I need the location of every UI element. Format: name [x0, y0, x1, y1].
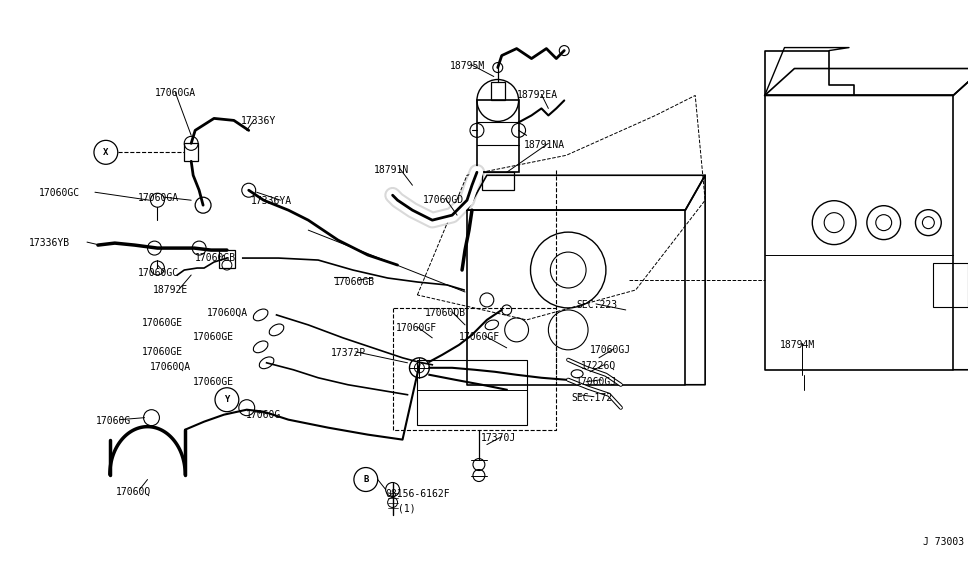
Text: 17060GE: 17060GE: [193, 332, 234, 342]
Text: 17060G: 17060G: [96, 415, 132, 426]
Text: 17060GA: 17060GA: [154, 88, 196, 98]
Text: 17060Q: 17060Q: [116, 487, 151, 496]
Bar: [184, 143, 198, 161]
Text: 18791NA: 18791NA: [524, 140, 565, 151]
Text: 17060GF: 17060GF: [396, 323, 437, 333]
Text: 17060GE: 17060GE: [141, 318, 182, 328]
Text: 17336Y: 17336Y: [241, 117, 276, 126]
Bar: [219, 250, 235, 268]
Text: 17060QB: 17060QB: [425, 308, 466, 318]
Text: 17226Q: 17226Q: [581, 361, 616, 371]
Text: B: B: [363, 475, 369, 484]
Text: 17060GE: 17060GE: [141, 347, 182, 357]
Bar: [933, 263, 968, 307]
Text: 17060GC: 17060GC: [137, 268, 178, 278]
Bar: [417, 360, 526, 424]
Text: 17336YB: 17336YB: [28, 238, 69, 248]
Text: 17370J: 17370J: [481, 432, 516, 443]
Text: 17060QA: 17060QA: [149, 362, 191, 372]
Text: 17372P: 17372P: [332, 348, 367, 358]
Text: 18792EA: 18792EA: [517, 91, 558, 101]
Text: 18795M: 18795M: [450, 61, 486, 71]
Text: 17060GJ: 17060GJ: [576, 377, 617, 387]
Text: 17336YA: 17336YA: [251, 196, 292, 206]
Text: 17060GC: 17060GC: [38, 188, 80, 198]
Bar: [490, 83, 505, 100]
Text: 08156-6162F: 08156-6162F: [386, 490, 450, 499]
Text: (1): (1): [398, 504, 415, 513]
Text: 17060G: 17060G: [246, 410, 281, 419]
Text: 17060QA: 17060QA: [207, 308, 249, 318]
Text: 17060GB: 17060GB: [195, 253, 236, 263]
Text: 18794M: 18794M: [780, 340, 815, 350]
Text: 17060GD: 17060GD: [423, 195, 464, 205]
Text: SEC.223: SEC.223: [576, 300, 617, 310]
Bar: [482, 172, 514, 190]
Text: 18792E: 18792E: [152, 285, 188, 295]
Text: 17060GE: 17060GE: [193, 377, 234, 387]
Text: 17060GA: 17060GA: [137, 193, 178, 203]
Text: X: X: [103, 148, 108, 157]
Bar: [477, 100, 519, 172]
Text: 17060GB: 17060GB: [334, 277, 375, 287]
Text: J 73003: J 73003: [923, 537, 964, 547]
Text: 17060GF: 17060GF: [459, 332, 500, 342]
Text: Y: Y: [224, 395, 229, 404]
Text: 17060GJ: 17060GJ: [590, 345, 631, 355]
Text: 18791N: 18791N: [373, 165, 409, 175]
Text: SEC.172: SEC.172: [571, 393, 612, 403]
